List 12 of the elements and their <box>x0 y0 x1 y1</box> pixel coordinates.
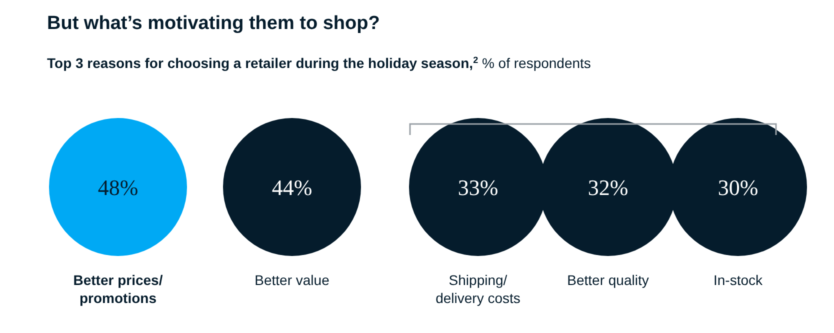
data-label: 44% <box>272 175 312 200</box>
data-label: 30% <box>718 175 758 200</box>
data-label: 32% <box>588 175 628 200</box>
data-label: 33% <box>458 175 498 200</box>
text: Top 3 reasons for choosing a retailer during the holiday season,$^{2}$ % of respondents <box>47 55 591 71</box>
category-label: Better quality <box>567 272 649 288</box>
category-label: Better prices/ promotions <box>73 272 163 306</box>
text: But what’s motivating them to shop? <box>47 13 380 34</box>
category-label: Better value <box>254 272 330 288</box>
data-label: 48% <box>98 175 138 200</box>
category-label: Shipping/ delivery costs <box>436 272 520 306</box>
category-label: In-stock <box>713 272 764 288</box>
